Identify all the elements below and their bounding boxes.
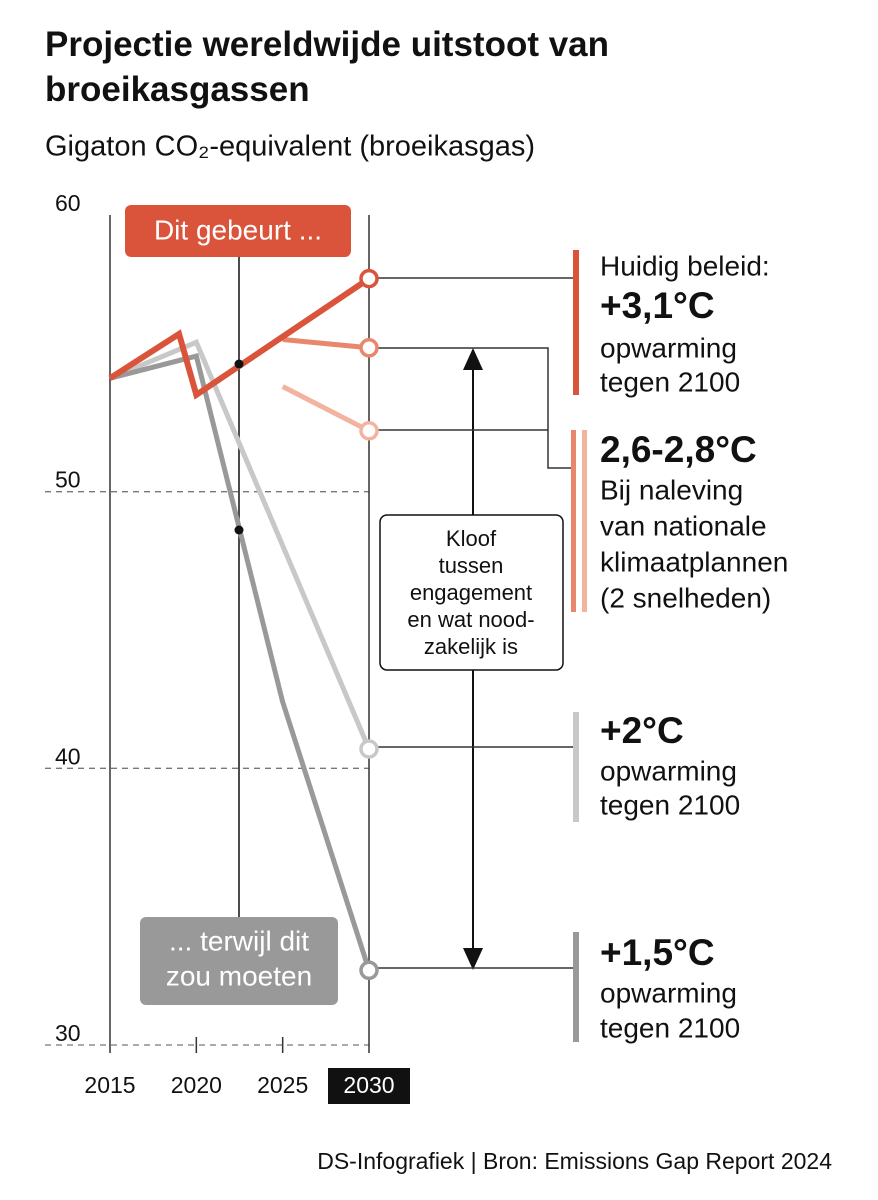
annotation: engagement [410, 580, 532, 605]
end-point [359, 421, 379, 441]
arrow-head [463, 348, 483, 370]
label-text: (2 snelheden) [600, 582, 771, 613]
annotation: zakelijk is [424, 634, 518, 659]
end-point [359, 268, 379, 289]
end-point [359, 338, 379, 358]
label-text: opwarming [600, 755, 737, 786]
tick-highlight [328, 1068, 410, 1104]
label-text: Bij naleving [600, 474, 743, 505]
connectors [369, 277, 575, 969]
arrow-head [463, 948, 483, 970]
annotation: Dit gebeurt ... [154, 214, 322, 245]
y-tick-label: 60 [55, 190, 81, 216]
label-heading: 2,6-2,8°C [600, 429, 757, 470]
end-point [359, 960, 379, 981]
label-bar [573, 932, 579, 1042]
label-heading: +1,5°C [600, 932, 715, 973]
x-tick-label: 2015 [84, 1072, 135, 1098]
label-heading: +3,1°C [600, 285, 715, 326]
annotation: en wat nood- [407, 607, 534, 632]
label-text: van nationale [600, 510, 767, 541]
series-line [109, 339, 372, 750]
label-bar [573, 712, 579, 822]
marker-dot [234, 525, 244, 535]
label-text: opwarming [600, 977, 737, 1008]
axis-layer: 30 40 50 60 2015 2020 2025 2030 [55, 190, 410, 1104]
end-point [359, 739, 379, 759]
series-line [108, 276, 371, 400]
x-tick-label: 2020 [171, 1072, 222, 1098]
label-heading: +2°C [600, 710, 684, 751]
y-tick-label: 40 [55, 743, 81, 769]
annotation: Kloof [446, 526, 497, 551]
label-text: tegen 2100 [600, 1012, 740, 1043]
annotation: tussen [439, 553, 504, 578]
series-line [282, 337, 370, 351]
label-bar [582, 430, 587, 612]
annotation-box [140, 917, 338, 1005]
series-layer [108, 268, 379, 981]
label-text: klimaatplannen [600, 546, 788, 577]
label-text: tegen 2100 [600, 366, 740, 397]
y-tick-label: 30 [55, 1020, 81, 1046]
label-bar [573, 250, 579, 395]
label-bar [571, 430, 576, 612]
label-text: tegen 2100 [600, 789, 740, 820]
annotation: zou moeten [166, 960, 312, 991]
chart-subtitle: Gigaton CO₂-equivalent (broeikasgas) [45, 131, 535, 163]
annotation-box [379, 514, 564, 671]
annotation: ... terwijl dit [169, 925, 309, 956]
label-text: opwarming [600, 332, 737, 363]
chart-title: Projectie wereldwijde uitstoot van broei… [45, 25, 610, 109]
series-line [281, 384, 371, 434]
annotation-box [125, 205, 351, 257]
x-tick-label: 2030 [343, 1072, 394, 1098]
marker-dot [234, 359, 244, 369]
legend-label: Huidig beleid: [600, 250, 770, 281]
x-tick-label: 2025 [257, 1072, 308, 1098]
source: DS-Infografiek | Bron: Emissions Gap Rep… [317, 1148, 832, 1174]
y-tick-label: 50 [55, 467, 81, 493]
